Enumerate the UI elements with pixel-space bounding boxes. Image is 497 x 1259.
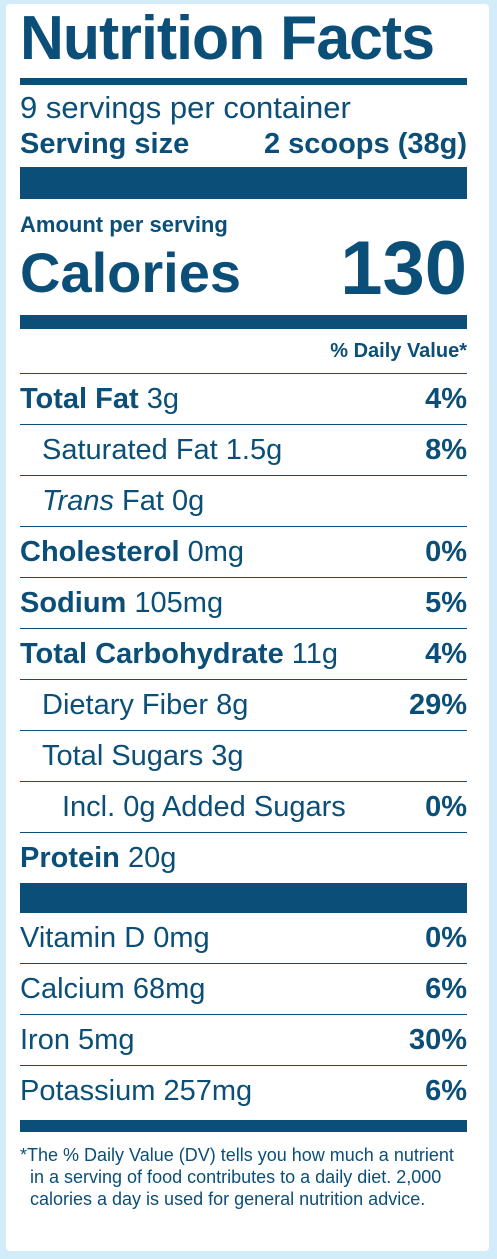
nutrient-name: Protein xyxy=(20,841,120,874)
footnote-line-3: calories a day is used for general nutri… xyxy=(30,1189,426,1209)
nutrient-name: Total Fat xyxy=(20,382,139,415)
nutrient-row-protein: Protein 20g xyxy=(20,832,467,883)
nutrient-name: Saturated Fat xyxy=(42,433,218,466)
calories-row: Calories 130 xyxy=(20,231,467,307)
vitamin-amount: 0mg xyxy=(153,921,210,954)
vitamin-row-calcium: Calcium 68mg 6% xyxy=(20,963,467,1014)
nutrient-amount: 0mg xyxy=(187,535,245,568)
nutrition-facts-label: Nutrition Facts 9 servings per container… xyxy=(20,0,467,1210)
label-background xyxy=(6,4,489,1251)
nutrient-row-total-sugars: Total Sugars 3g xyxy=(20,730,467,781)
label-title: Nutrition Facts xyxy=(20,4,435,73)
nutrient-row-trans-fat: Trans Fat 0g xyxy=(20,475,467,526)
nutrient-dv: 0% xyxy=(425,790,467,823)
nutrient-row-sodium: Sodium 105mg 5% xyxy=(20,577,467,628)
nutrient-row-saturated-fat: Saturated Fat 1.5g 8% xyxy=(20,424,467,475)
nutrient-row-cholesterol: Cholesterol 0mg 0% xyxy=(20,526,467,577)
nutrient-amount: 3g xyxy=(146,382,180,415)
nutrient-amount: 8g xyxy=(216,688,249,721)
nutrient-dv: 8% xyxy=(425,433,467,466)
nutrient-name: Trans xyxy=(42,484,114,517)
vitamin-row-vitamin-d: Vitamin D 0mg 0% xyxy=(20,913,467,963)
serving-size-label: Serving size xyxy=(20,128,190,160)
amount-per-serving: Amount per serving xyxy=(20,212,228,237)
title-divider xyxy=(20,78,467,85)
nutrient-dv: 4% xyxy=(425,382,467,415)
nutrient-row-dietary-fiber: Dietary Fiber 8g 29% xyxy=(20,679,467,730)
daily-value-footnote: *The % Daily Value (DV) tells you how mu… xyxy=(20,1144,467,1210)
vitamin-dv: 6% xyxy=(425,1074,467,1107)
calories-label: Calories xyxy=(20,241,241,304)
nutrient-row-added-sugars: Incl. 0g Added Sugars 0% xyxy=(20,781,467,832)
nutrient-amount: 1.5g xyxy=(225,433,283,466)
daily-value-header: % Daily Value* xyxy=(330,340,467,362)
nutrient-dv: 5% xyxy=(425,586,467,619)
protein-divider xyxy=(20,883,467,913)
nutrient-dv: 4% xyxy=(425,637,467,670)
nutrient-amount: 0g xyxy=(172,484,205,517)
vitamin-amount: 257mg xyxy=(163,1074,253,1107)
nutrient-amount: 105mg xyxy=(134,586,224,619)
serving-size-value: 2 scoops (38g) xyxy=(263,128,467,160)
vitamin-row-iron: Iron 5mg 30% xyxy=(20,1014,467,1065)
nutrient-name: Sodium xyxy=(20,586,127,619)
footnote-divider xyxy=(20,1120,467,1132)
calories-value: 130 xyxy=(340,226,467,311)
calories-divider xyxy=(20,315,467,329)
serving-size-row: Serving size 2 scoops (38g) xyxy=(20,127,467,165)
serving-divider xyxy=(20,167,467,199)
nutrient-dv: 0% xyxy=(425,535,467,568)
vitamin-name: Potassium xyxy=(20,1074,156,1107)
vitamin-name: Calcium xyxy=(20,972,125,1005)
nutrient-name: Incl. 0g Added Sugars xyxy=(62,790,346,823)
vitamin-dv: 0% xyxy=(425,921,467,954)
nutrient-amount: 3g xyxy=(211,739,244,772)
vitamin-amount: 68mg xyxy=(132,972,206,1005)
nutrient-row-total-fat: Total Fat 3g 4% xyxy=(20,373,467,424)
vitamin-amount: 5mg xyxy=(78,1023,135,1056)
nutrient-name: Total Carbohydrate xyxy=(20,637,284,670)
vitamin-name: Iron xyxy=(20,1023,70,1056)
servings-per-container: 9 servings per container xyxy=(20,90,351,125)
nutrient-name-suffix: Fat xyxy=(122,484,164,517)
vitamin-dv: 30% xyxy=(408,1023,467,1056)
footnote-line-1: *The % Daily Value (DV) tells you how mu… xyxy=(20,1145,454,1165)
nutrient-row-total-carbohydrate: Total Carbohydrate 11g 4% xyxy=(20,628,467,679)
nutrient-dv: 29% xyxy=(408,688,467,721)
vitamin-dv: 6% xyxy=(425,972,467,1005)
nutrient-name: Cholesterol xyxy=(20,535,180,568)
nutrient-name: Total Sugars xyxy=(42,739,204,772)
footnote-line-2: in a serving of food contributes to a da… xyxy=(30,1167,442,1187)
nutrient-amount: 11g xyxy=(291,637,339,670)
vitamin-name: Vitamin D xyxy=(20,921,146,954)
nutrient-amount: 20g xyxy=(127,841,177,874)
nutrient-name: Dietary Fiber xyxy=(42,688,208,721)
vitamin-row-potassium: Potassium 257mg 6% xyxy=(20,1065,467,1116)
